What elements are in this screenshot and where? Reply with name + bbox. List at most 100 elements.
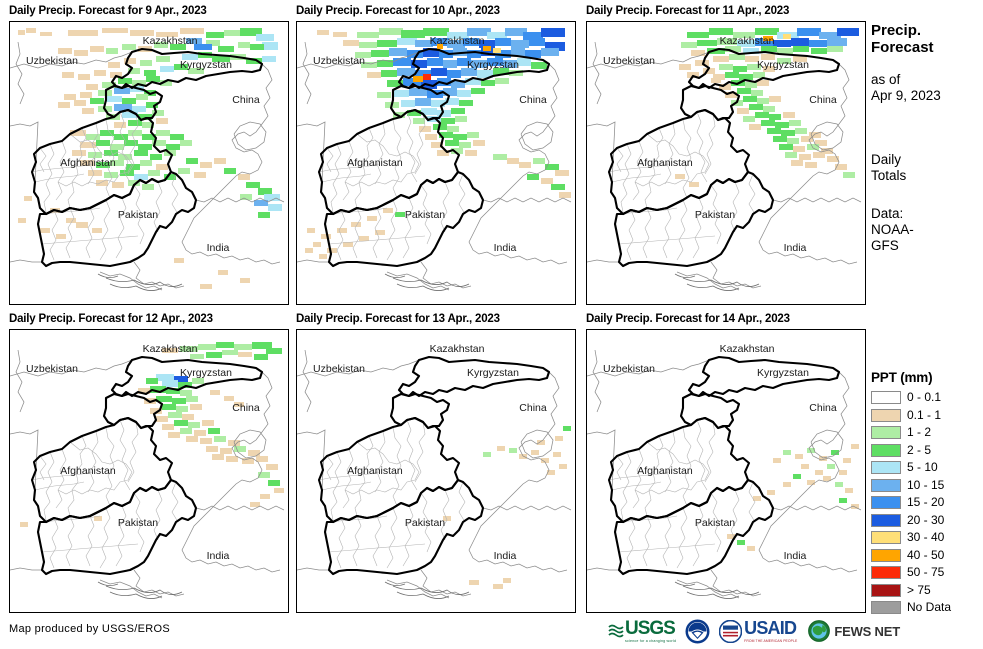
legend-title: PPT (mm) bbox=[871, 370, 933, 385]
country-label: Pakistan bbox=[695, 517, 735, 529]
country-label: China bbox=[519, 402, 547, 414]
legend-label: 2 - 5 bbox=[907, 442, 932, 457]
legend-rows: 0 - 0.1 0.1 - 1 1 - 2 2 - 5 5 - 10 10 - 15 15 … bbox=[871, 389, 983, 617]
country-label: Afghanistan bbox=[60, 157, 116, 169]
country-label: India bbox=[494, 242, 517, 254]
legend-item: 40 - 50 bbox=[871, 547, 983, 565]
forecast-panel-apr9: Daily Precip. Forecast for 9 Apr., 2023 bbox=[9, 5, 207, 18]
legend-label: > 75 bbox=[907, 582, 931, 597]
legend-item: 30 - 40 bbox=[871, 529, 983, 547]
sidebar-title: Precip. Forecast bbox=[871, 22, 983, 56]
country-label: Kazakhstan bbox=[720, 343, 775, 355]
map-apr14[interactable]: Kazakhstan Uzbekistan Kyrgyzstan China Afgha… bbox=[586, 329, 866, 613]
legend-label: 0.1 - 1 bbox=[907, 407, 942, 422]
map-apr11[interactable]: Kazakhstan Uzbekistan Kyrgyzstan China Afgha… bbox=[586, 21, 866, 305]
country-outline-layer bbox=[607, 355, 841, 576]
map-canvas-apr11: Kazakhstan Uzbekistan Kyrgyzstan China Afgha… bbox=[587, 28, 862, 291]
usgs-logo: USGS science for a changing world bbox=[608, 617, 676, 643]
legend-item: No Data bbox=[871, 599, 983, 617]
legend-swatch bbox=[871, 513, 901, 527]
country-label: Uzbekistan bbox=[26, 363, 78, 375]
country-outline-layer bbox=[317, 47, 551, 268]
usaid-tagline: FROM THE AMERICAN PEOPLE bbox=[744, 638, 798, 643]
data-line3: GFS bbox=[871, 238, 899, 253]
admin-boundaries-layer bbox=[318, 419, 466, 569]
legend-label: 15 - 20 bbox=[907, 495, 945, 510]
country-labels-layer: Kazakhstan Uzbekistan Kyrgyzstan China Afgha… bbox=[603, 35, 837, 254]
sidebar-totals: Daily Totals bbox=[871, 152, 983, 184]
country-label: India bbox=[207, 242, 230, 254]
logo-bar: USGS science for a changing world USAID … bbox=[608, 615, 900, 647]
forecast-panel-apr12: Daily Precip. Forecast for 12 Apr., 2023 bbox=[9, 313, 213, 326]
map-apr13[interactable]: Kazakhstan Uzbekistan Kyrgyzstan China Afgha… bbox=[296, 329, 576, 613]
legend-item: 2 - 5 bbox=[871, 442, 983, 460]
precip-raster-layer bbox=[443, 426, 571, 589]
country-label: India bbox=[207, 550, 230, 562]
sidebar-title-line1: Precip. bbox=[871, 22, 922, 39]
country-outline-layer bbox=[30, 47, 264, 268]
country-label: Pakistan bbox=[118, 517, 158, 529]
coastline-layer bbox=[97, 581, 183, 599]
legend-swatch bbox=[871, 408, 901, 422]
admin-boundaries-layer bbox=[31, 111, 179, 261]
country-label: China bbox=[519, 94, 547, 106]
country-label: China bbox=[809, 402, 837, 414]
coastline-layer bbox=[384, 581, 470, 599]
legend-label: 30 - 40 bbox=[907, 530, 945, 545]
country-label: Kazakhstan bbox=[430, 35, 485, 47]
data-line1: Data: bbox=[871, 206, 904, 221]
totals-line1: Daily bbox=[871, 152, 902, 167]
legend-swatch bbox=[871, 496, 901, 510]
legend-label: 20 - 30 bbox=[907, 512, 945, 527]
country-outline-layer bbox=[317, 355, 551, 576]
legend-label: 50 - 75 bbox=[907, 565, 945, 580]
country-label: Pakistan bbox=[405, 517, 445, 529]
asof-line2: Apr 9, 2023 bbox=[871, 88, 941, 103]
map-canvas-apr9: Kazakhstan Uzbekistan Kyrgyzstan China Afgha… bbox=[10, 28, 285, 291]
panel-title: Daily Precip. Forecast for 13 Apr., 2023 bbox=[296, 313, 500, 325]
map-apr10[interactable]: Kazakhstan Uzbekistan Kyrgyzstan China Afgha… bbox=[296, 21, 576, 305]
legend-swatch bbox=[871, 391, 901, 405]
usaid-seal-icon bbox=[719, 619, 743, 643]
noaa-seal-icon bbox=[685, 619, 710, 643]
legend-item: 10 - 15 bbox=[871, 477, 983, 495]
legend-label: No Data bbox=[907, 600, 952, 615]
usaid-logo: USAID FROM THE AMERICAN PEOPLE bbox=[719, 617, 798, 643]
legend-item: 1 - 2 bbox=[871, 424, 983, 442]
country-label: Kyrgyzstan bbox=[180, 59, 232, 71]
fews-net-logo: FEWS NET bbox=[808, 620, 900, 642]
legend: PPT (mm) 0 - 0.1 0.1 - 1 1 - 2 2 - 5 5 - 10 1… bbox=[871, 370, 983, 617]
country-label: Pakistan bbox=[695, 209, 735, 221]
legend-swatch bbox=[871, 531, 901, 545]
country-label: China bbox=[232, 94, 260, 106]
country-label: China bbox=[232, 402, 260, 414]
legend-swatch bbox=[871, 583, 901, 597]
map-canvas-apr14: Kazakhstan Uzbekistan Kyrgyzstan China Afgha… bbox=[587, 343, 862, 599]
map-apr12[interactable]: Kazakhstan Uzbekistan Kyrgyzstan China Afgha… bbox=[9, 329, 289, 613]
country-outline-layer bbox=[607, 47, 841, 268]
legend-item: > 75 bbox=[871, 582, 983, 600]
country-label: Kyrgyzstan bbox=[467, 367, 519, 379]
usgs-label: USGS bbox=[625, 617, 676, 639]
usaid-label: USAID bbox=[744, 617, 797, 638]
legend-label: 5 - 10 bbox=[907, 460, 938, 475]
legend-swatch bbox=[871, 478, 901, 492]
sidebar-asof: as of Apr 9, 2023 bbox=[871, 72, 983, 104]
country-label: Uzbekistan bbox=[313, 55, 365, 67]
legend-swatch bbox=[871, 566, 901, 580]
intl-boundaries-layer bbox=[297, 41, 572, 291]
forecast-panel-apr14: Daily Precip. Forecast for 14 Apr., 2023 bbox=[586, 313, 790, 326]
legend-item: 5 - 10 bbox=[871, 459, 983, 477]
forecast-panel-apr11: Daily Precip. Forecast for 11 Apr., 2023 bbox=[586, 5, 789, 18]
map-apr9[interactable]: Kazakhstan Uzbekistan Kyrgyzstan China Afgha… bbox=[9, 21, 289, 305]
admin-boundaries-layer bbox=[318, 111, 466, 261]
country-label: India bbox=[494, 550, 517, 562]
coastline-layer bbox=[384, 273, 470, 291]
intl-boundaries-layer bbox=[10, 349, 285, 599]
country-label: Kyrgyzstan bbox=[757, 367, 809, 379]
legend-label: 1 - 2 bbox=[907, 425, 932, 440]
country-label: Kyrgyzstan bbox=[180, 367, 232, 379]
legend-item: 0.1 - 1 bbox=[871, 407, 983, 425]
country-labels-layer: Kazakhstan Uzbekistan Kyrgyzstan China Afgha… bbox=[603, 343, 837, 562]
country-labels-layer: Kazakhstan Uzbekistan Kyrgyzstan China Afgha… bbox=[313, 35, 547, 254]
